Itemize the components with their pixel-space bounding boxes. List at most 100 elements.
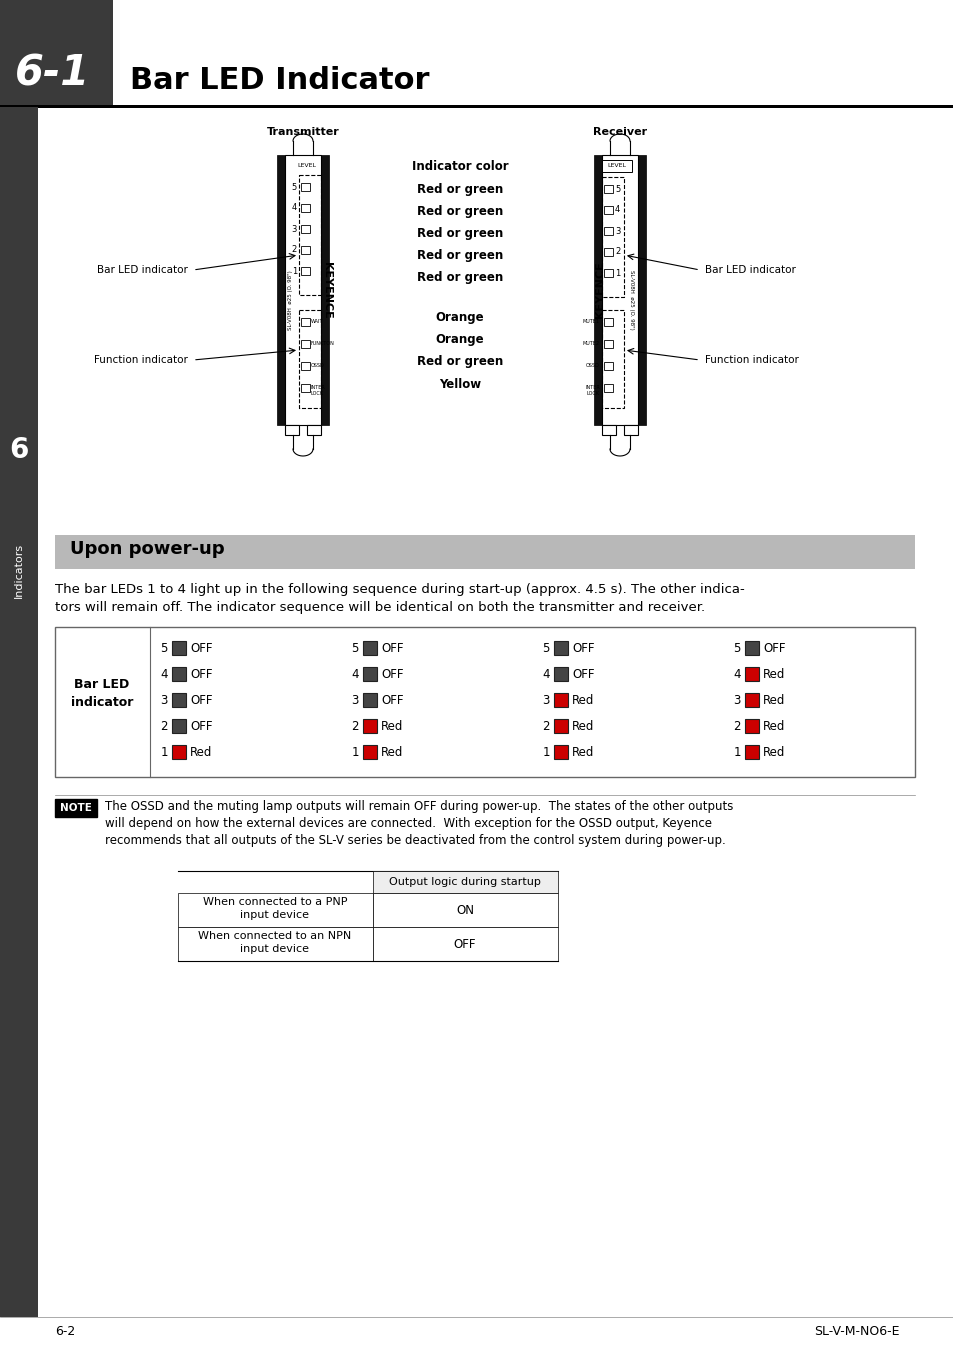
Bar bbox=[744, 667, 759, 680]
Text: Bar LED Indicator: Bar LED Indicator bbox=[130, 66, 429, 95]
Text: 6-1: 6-1 bbox=[15, 53, 91, 94]
Text: The bar LEDs 1 to 4 light up in the following sequence during start-up (approx. : The bar LEDs 1 to 4 light up in the foll… bbox=[55, 583, 744, 595]
Bar bbox=[285, 155, 320, 425]
Bar bbox=[603, 319, 613, 325]
Text: 3: 3 bbox=[160, 694, 168, 706]
Text: 2: 2 bbox=[541, 720, 549, 733]
Text: Red or green: Red or green bbox=[416, 250, 502, 262]
Bar bbox=[0, 0, 112, 30]
Text: 4: 4 bbox=[351, 667, 358, 680]
Bar bbox=[554, 693, 567, 707]
Text: When connected to a PNP: When connected to a PNP bbox=[203, 896, 347, 907]
Text: SL-V-M-NO6-E: SL-V-M-NO6-E bbox=[814, 1324, 899, 1338]
Bar bbox=[601, 161, 631, 171]
Bar bbox=[301, 225, 310, 234]
Bar bbox=[363, 641, 376, 655]
Text: WAIT: WAIT bbox=[311, 319, 323, 324]
Text: NOTE: NOTE bbox=[60, 803, 91, 813]
Bar bbox=[298, 310, 320, 408]
Bar bbox=[301, 267, 310, 275]
Text: SL-V08H  ø25 (O. 98"): SL-V08H ø25 (O. 98") bbox=[629, 270, 634, 329]
Bar bbox=[172, 693, 186, 707]
Text: Red: Red bbox=[762, 720, 784, 733]
Bar bbox=[603, 362, 613, 370]
Text: OFF: OFF bbox=[190, 667, 213, 680]
Text: KEYENCE: KEYENCE bbox=[595, 262, 604, 319]
Text: Bar LED indicator: Bar LED indicator bbox=[704, 265, 795, 275]
Text: Red or green: Red or green bbox=[416, 228, 502, 240]
Bar bbox=[0, 105, 953, 108]
Text: 3: 3 bbox=[541, 694, 549, 706]
Text: ON: ON bbox=[456, 903, 474, 917]
Text: 6-2: 6-2 bbox=[55, 1324, 75, 1338]
Text: 5: 5 bbox=[541, 641, 549, 655]
Text: 4: 4 bbox=[615, 205, 619, 215]
Text: Red or green: Red or green bbox=[416, 205, 502, 219]
Text: OFF: OFF bbox=[190, 720, 213, 733]
Text: Red: Red bbox=[380, 720, 403, 733]
Text: Red: Red bbox=[380, 745, 403, 759]
Bar bbox=[744, 745, 759, 759]
Bar bbox=[55, 799, 97, 817]
Bar bbox=[0, 107, 38, 1318]
Text: 3: 3 bbox=[615, 227, 619, 235]
Bar bbox=[603, 207, 613, 215]
Text: OFF: OFF bbox=[190, 641, 213, 655]
Text: Yellow: Yellow bbox=[438, 378, 480, 390]
Text: Function indicator: Function indicator bbox=[94, 355, 188, 364]
Text: OFF: OFF bbox=[190, 694, 213, 706]
Bar bbox=[603, 269, 613, 277]
Text: input device: input device bbox=[240, 910, 309, 919]
Bar bbox=[298, 176, 320, 296]
Text: When connected to an NPN: When connected to an NPN bbox=[198, 931, 352, 941]
Bar bbox=[373, 871, 558, 892]
Bar bbox=[603, 248, 613, 256]
Text: INTER
LOCK: INTER LOCK bbox=[584, 385, 599, 396]
Bar bbox=[172, 745, 186, 759]
Bar bbox=[603, 227, 613, 235]
Text: Upon power-up: Upon power-up bbox=[70, 540, 224, 558]
Text: 4: 4 bbox=[733, 667, 740, 680]
Text: 1: 1 bbox=[541, 745, 549, 759]
Text: 3: 3 bbox=[733, 694, 740, 706]
Bar bbox=[301, 246, 310, 254]
Bar bbox=[623, 425, 638, 435]
Bar bbox=[601, 425, 616, 435]
Bar bbox=[554, 641, 567, 655]
Text: MUTE1: MUTE1 bbox=[582, 319, 599, 324]
Text: 4: 4 bbox=[160, 667, 168, 680]
Text: OFF: OFF bbox=[380, 667, 403, 680]
Bar bbox=[172, 641, 186, 655]
Text: Output logic during startup: Output logic during startup bbox=[389, 878, 540, 887]
Bar bbox=[301, 319, 310, 325]
Text: KEYENCE: KEYENCE bbox=[322, 262, 332, 319]
Bar bbox=[554, 745, 567, 759]
Text: Red or green: Red or green bbox=[416, 355, 502, 369]
Bar bbox=[320, 155, 329, 425]
Text: 5: 5 bbox=[292, 182, 296, 192]
Bar bbox=[172, 667, 186, 680]
Text: Indicator color: Indicator color bbox=[412, 161, 508, 173]
Text: 5: 5 bbox=[160, 641, 168, 655]
Bar bbox=[178, 927, 373, 961]
Bar bbox=[0, 0, 112, 105]
Text: OSSD: OSSD bbox=[311, 363, 324, 369]
Bar bbox=[363, 720, 376, 733]
Text: 2: 2 bbox=[292, 246, 296, 255]
Text: Red: Red bbox=[762, 745, 784, 759]
Bar bbox=[55, 626, 914, 778]
Text: Red: Red bbox=[762, 667, 784, 680]
Text: 2: 2 bbox=[351, 720, 358, 733]
Bar bbox=[638, 155, 645, 425]
Text: Function indicator: Function indicator bbox=[704, 355, 798, 364]
Text: 2: 2 bbox=[615, 247, 619, 256]
Text: 4: 4 bbox=[541, 667, 549, 680]
Text: SL-V08H  ø25 (O. 98"): SL-V08H ø25 (O. 98") bbox=[288, 270, 294, 329]
Bar bbox=[55, 535, 914, 568]
Text: LEVEL: LEVEL bbox=[607, 163, 626, 167]
Bar bbox=[601, 177, 623, 297]
Text: will depend on how the external devices are connected.  With exception for the O: will depend on how the external devices … bbox=[105, 817, 711, 830]
Bar bbox=[363, 693, 376, 707]
Bar bbox=[603, 185, 613, 193]
Text: 1: 1 bbox=[292, 266, 296, 275]
